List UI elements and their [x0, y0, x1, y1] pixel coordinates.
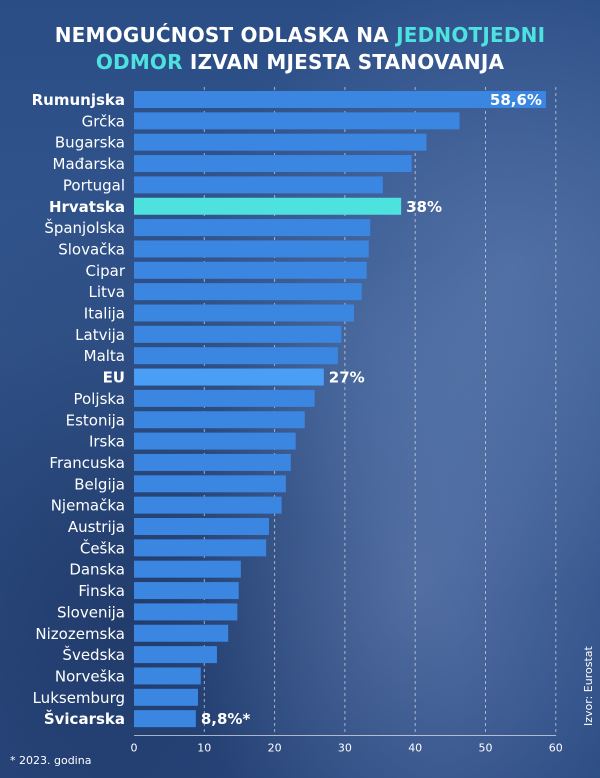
bar-15 — [134, 411, 305, 429]
bar-8 — [134, 261, 367, 279]
value-label: 38% — [406, 198, 442, 216]
category-label: Litva — [89, 283, 125, 301]
value-label: 58,6% — [490, 91, 542, 109]
category-label: Latvija — [75, 326, 125, 344]
bar-26 — [134, 646, 217, 664]
bar-7 — [134, 240, 369, 258]
bar-0 — [134, 91, 546, 108]
bar-16 — [134, 432, 296, 450]
source-note: Izvor: Eurostat — [582, 646, 595, 726]
bar-22 — [134, 560, 241, 578]
bar-25 — [134, 624, 229, 642]
category-label: Mađarska — [53, 155, 125, 173]
category-label: Francuska — [49, 454, 125, 472]
bar-10 — [134, 304, 355, 322]
title-line-2: ODMOR IZVAN MJESTA STANOVANJA — [0, 49, 600, 76]
bar-20 — [134, 518, 269, 535]
x-tick-label: 50 — [479, 742, 493, 755]
category-label: Švicarska — [44, 709, 125, 728]
category-label: EU — [103, 369, 125, 387]
bar-4 — [134, 176, 383, 194]
x-tick-label: 0 — [131, 742, 138, 755]
category-label: Rumunjska — [32, 91, 125, 109]
category-label: Slovenija — [57, 603, 125, 621]
category-label: Portugal — [63, 176, 125, 194]
value-label: 8,8%* — [201, 710, 251, 728]
bar-21 — [134, 539, 267, 557]
category-label: Cipar — [85, 262, 125, 280]
bar-19 — [134, 496, 282, 514]
category-label: Luksemburg — [33, 689, 125, 707]
category-label: Malta — [84, 347, 125, 365]
category-label: Grčka — [82, 112, 125, 130]
category-label: Španjolska — [44, 218, 125, 237]
bar-9 — [134, 283, 362, 301]
title-line2-suffix: IZVAN MJESTA STANOVANJA — [189, 50, 505, 74]
title-line2-highlight: ODMOR — [95, 50, 183, 74]
bar-17 — [134, 453, 291, 471]
x-tick-label: 40 — [408, 742, 422, 755]
title-line-1: NEMOGUĆNOST ODLASKA NA JEDNOTJEDNI — [0, 22, 600, 49]
x-tick-label: 20 — [268, 742, 282, 755]
category-label: Austrija — [68, 518, 125, 536]
bar-24 — [134, 603, 238, 621]
title-line1-highlight: JEDNOTJEDNI — [396, 23, 546, 47]
category-label: Bugarska — [55, 134, 125, 152]
x-tick-label: 10 — [197, 742, 211, 755]
x-tick-label: 60 — [549, 742, 563, 755]
category-label: Slovačka — [58, 240, 125, 258]
category-label: Poljska — [74, 390, 125, 408]
x-tick-label: 30 — [338, 742, 352, 755]
category-label: Nizozemska — [35, 625, 125, 643]
bar-27 — [134, 667, 201, 685]
category-label: Njemačka — [51, 497, 125, 515]
bar-28 — [134, 688, 198, 706]
bar-5 — [134, 197, 402, 215]
category-label: Irska — [89, 433, 125, 451]
category-label: Češka — [80, 538, 125, 557]
bar-29 — [134, 710, 196, 728]
bar-23 — [134, 582, 239, 600]
title-line1-prefix: NEMOGUĆNOST ODLASKA NA — [54, 23, 389, 47]
category-label: Italija — [84, 305, 125, 323]
category-label: Norveška — [55, 667, 125, 685]
chart-title: NEMOGUĆNOST ODLASKA NA JEDNOTJEDNI ODMOR… — [0, 22, 600, 76]
bar-13 — [134, 368, 324, 386]
bar-12 — [134, 347, 338, 365]
value-label: 27% — [329, 369, 365, 387]
bar-18 — [134, 475, 286, 493]
bar-14 — [134, 389, 315, 407]
category-label: Hrvatska — [49, 198, 125, 216]
bar-11 — [134, 325, 342, 343]
category-label: Belgija — [74, 475, 125, 493]
category-label: Danska — [69, 561, 125, 579]
bar-3 — [134, 155, 412, 173]
footnote: * 2023. godina — [10, 754, 92, 767]
bar-6 — [134, 219, 371, 237]
category-label: Estonija — [66, 411, 125, 429]
bar-2 — [134, 133, 427, 151]
bar-1 — [134, 112, 460, 130]
category-label: Švedska — [62, 645, 125, 664]
category-label: Finska — [78, 582, 125, 600]
